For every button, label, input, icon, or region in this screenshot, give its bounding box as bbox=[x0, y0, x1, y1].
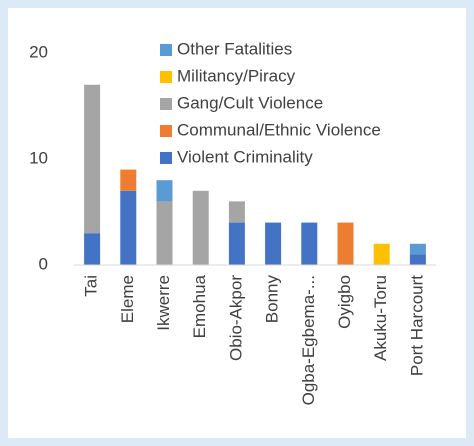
x-tick-label: Bonny bbox=[263, 275, 282, 324]
x-tick-label: Akuku-Toru bbox=[371, 275, 390, 361]
legend-label: Violent Criminality bbox=[177, 147, 313, 166]
x-tick-label: Oyigbo bbox=[335, 275, 354, 329]
legend-swatch bbox=[160, 152, 172, 164]
bar-segment bbox=[409, 254, 426, 265]
bar-segment bbox=[192, 190, 209, 265]
legend-label: Other Fatalities bbox=[177, 39, 292, 58]
y-tick-label: 0 bbox=[39, 254, 48, 273]
x-tick-label: Ogba-Egbema-... bbox=[299, 275, 318, 405]
x-tick-label: Tai bbox=[82, 275, 101, 297]
x-tick-label: Ikwerre bbox=[154, 275, 173, 331]
bar-segment bbox=[228, 222, 245, 265]
bar-segment bbox=[409, 243, 426, 255]
bar-segment bbox=[156, 201, 173, 265]
legend-swatch bbox=[160, 44, 172, 56]
bar-segment bbox=[301, 222, 318, 265]
bar-segment bbox=[120, 169, 137, 191]
bar-segment bbox=[120, 190, 137, 265]
x-tick-label: Eleme bbox=[118, 275, 137, 323]
legend-label: Militancy/Piracy bbox=[177, 66, 296, 85]
bar-segment bbox=[84, 233, 101, 265]
bar-segment bbox=[84, 84, 101, 234]
legend-swatch bbox=[160, 98, 172, 110]
bar-segment bbox=[373, 243, 390, 265]
x-tick-label: Obio-Akpor bbox=[226, 275, 245, 361]
bar-segment bbox=[265, 222, 282, 265]
bar-segment bbox=[228, 201, 245, 223]
bar-segment bbox=[337, 222, 354, 265]
x-tick-label: Emohua bbox=[190, 274, 209, 338]
legend-swatch bbox=[160, 125, 172, 137]
legend-label: Communal/Ethnic Violence bbox=[177, 120, 381, 139]
y-tick-label: 20 bbox=[29, 42, 48, 61]
x-tick-label: Port Harcourt bbox=[407, 275, 426, 376]
legend-label: Gang/Cult Violence bbox=[177, 93, 323, 112]
y-tick-label: 10 bbox=[29, 148, 48, 167]
legend-swatch bbox=[160, 71, 172, 83]
bar-segment bbox=[156, 180, 173, 202]
